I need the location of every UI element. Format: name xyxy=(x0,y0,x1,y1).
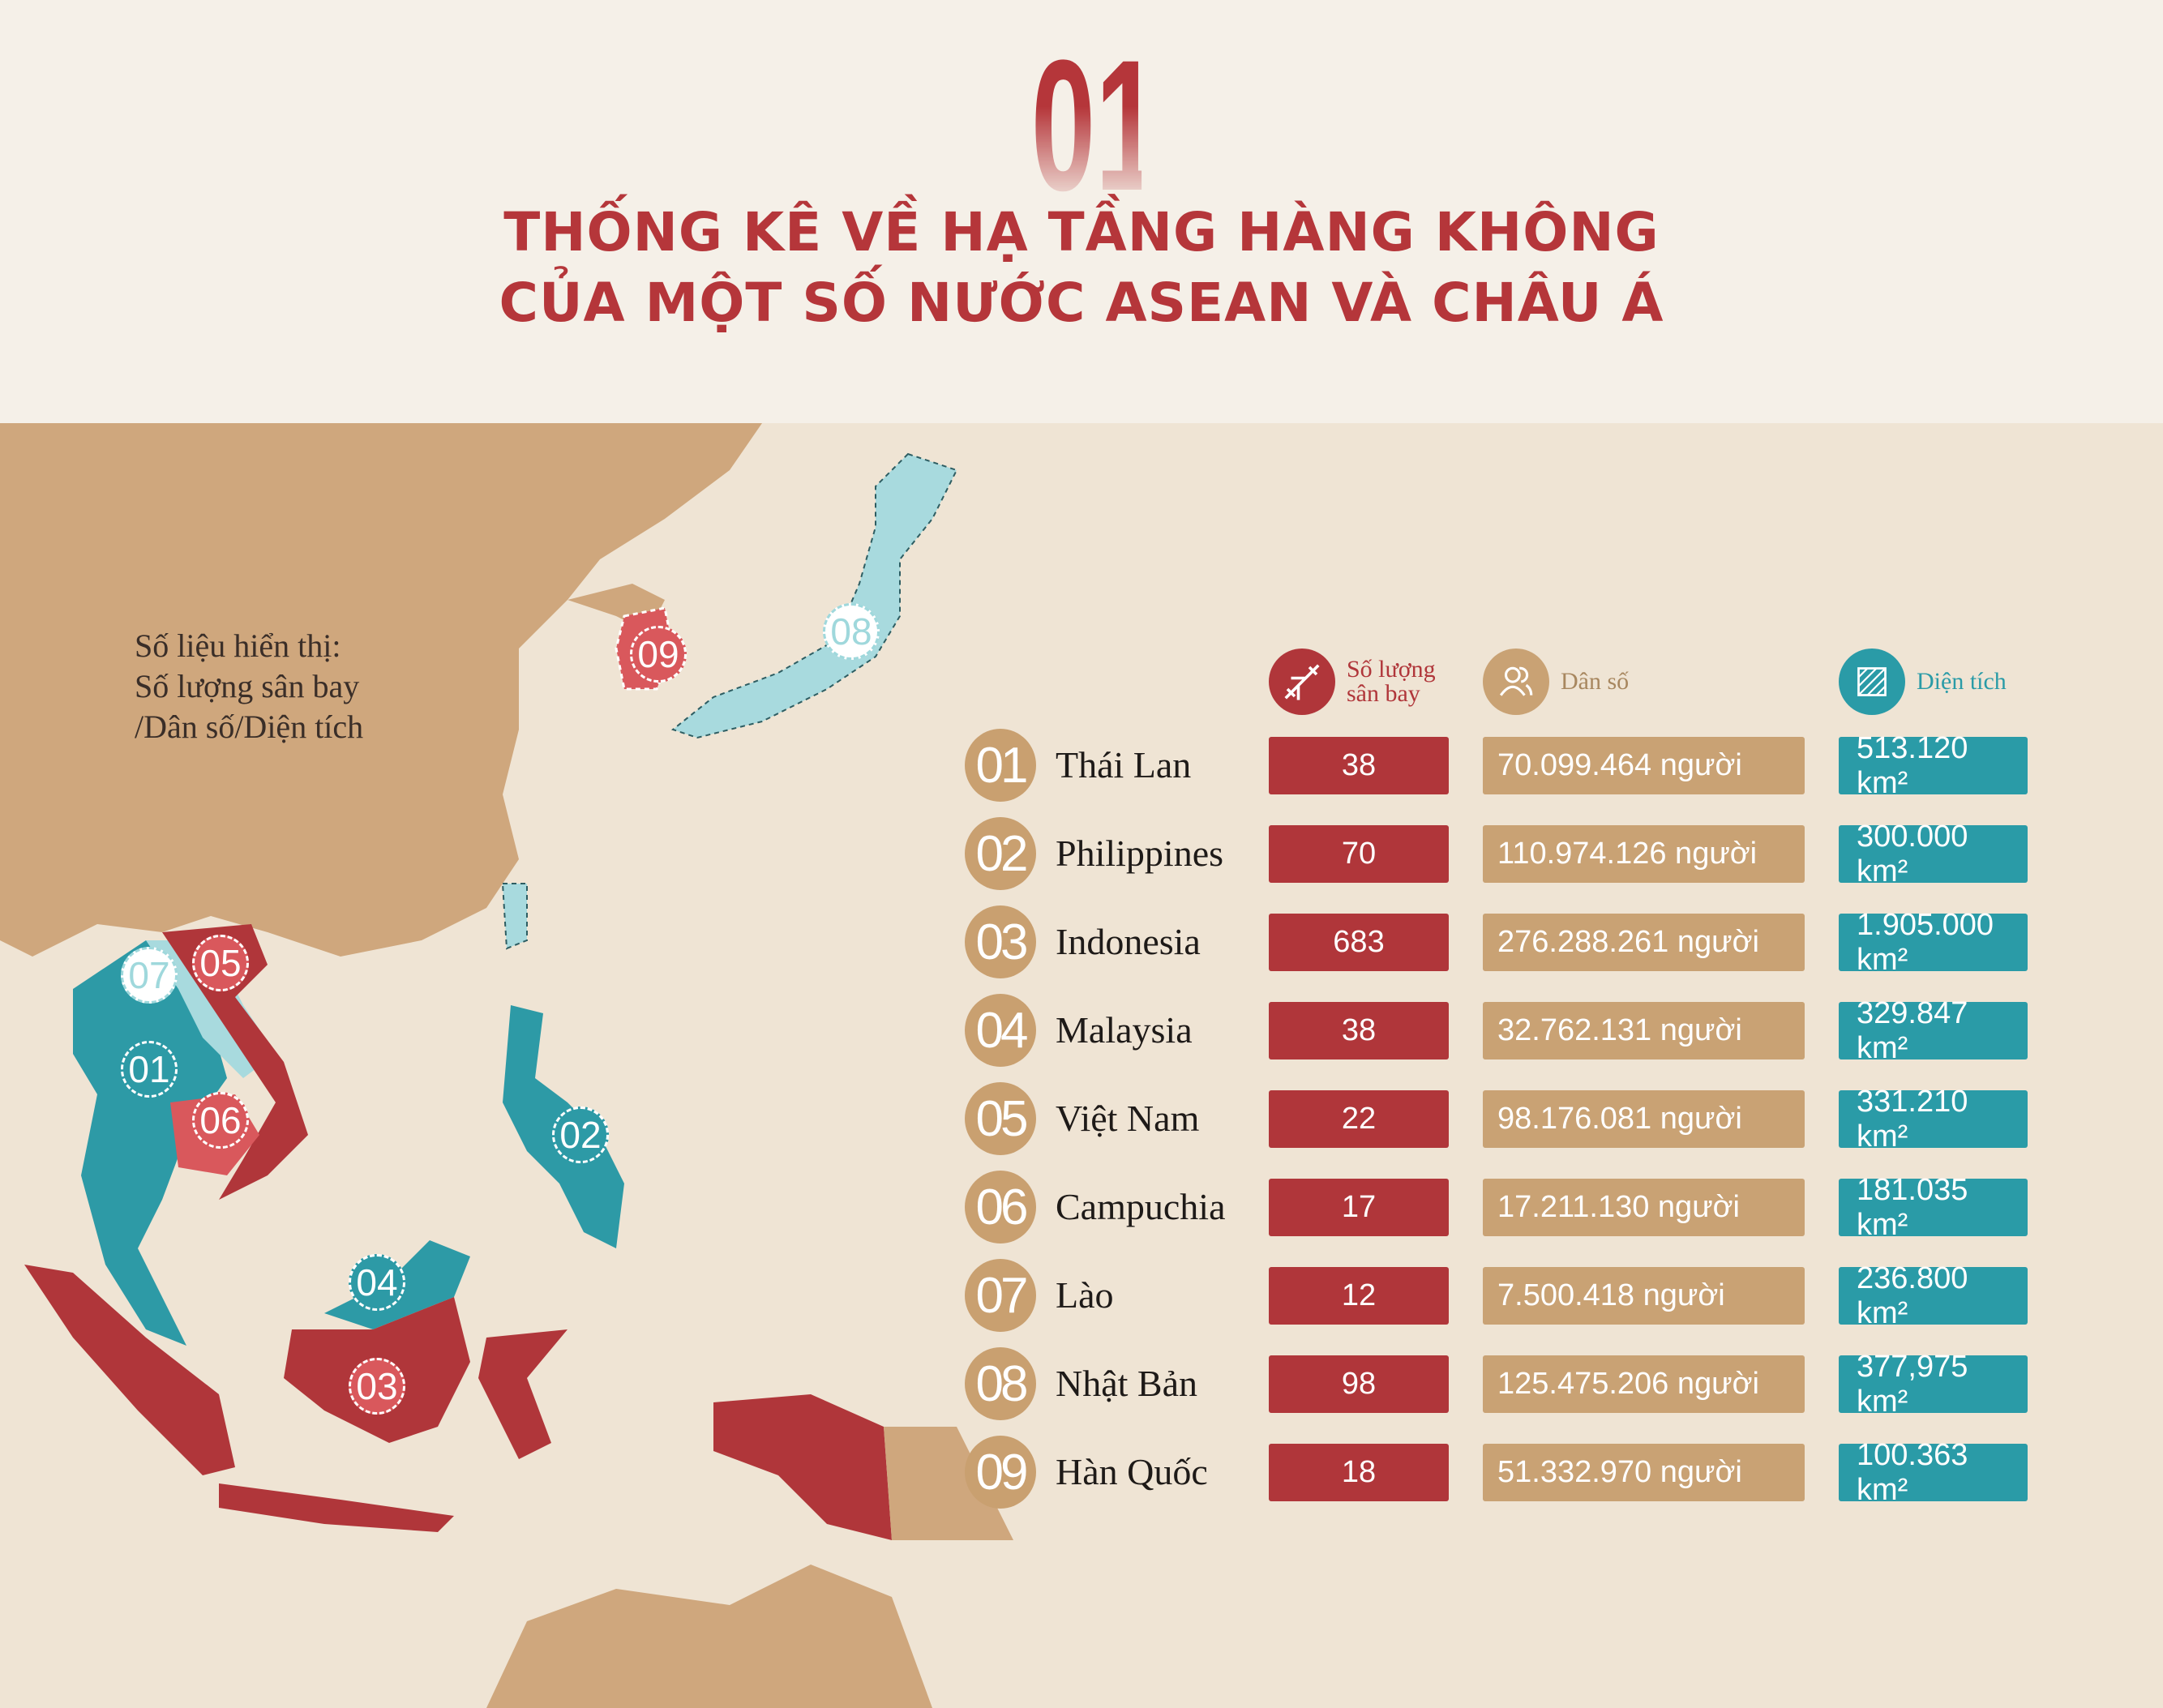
table-row: 01 Thái Lan 38 70.099.464 người 513.120 … xyxy=(965,729,2035,802)
population-value: 51.332.970 người xyxy=(1483,1444,1805,1501)
legend-line-3: /Dân số/Diện tích xyxy=(135,708,364,745)
papua-shape xyxy=(713,1394,892,1540)
country-name: Philippines xyxy=(1056,833,1224,874)
area-value: 236.800 km² xyxy=(1839,1261,2028,1330)
people-icon xyxy=(1483,649,1549,715)
map-marker-laos: 07 xyxy=(121,947,178,1004)
australia-landmass xyxy=(486,1565,932,1708)
country-name: Malaysia xyxy=(1056,1009,1193,1051)
airports-count: 38 xyxy=(1269,1002,1449,1059)
population-value: 276.288.261 người xyxy=(1483,914,1805,971)
png-landmass xyxy=(884,1427,1013,1540)
airports-header-line-1: Số lượng xyxy=(1347,656,1436,683)
country-name: Nhật Bản xyxy=(1056,1363,1198,1404)
table-row: 05 Việt Nam 22 98.176.081 người 331.210 … xyxy=(965,1082,2035,1155)
area-value: 513.120 km² xyxy=(1839,731,2028,800)
row-number-badge: 04 xyxy=(965,994,1036,1067)
section-number: 01 xyxy=(1030,21,1160,229)
country-name: Thái Lan xyxy=(1056,744,1192,786)
table-row: 08 Nhật Bản 98 125.475.206 người 377,975… xyxy=(965,1347,2035,1420)
japan-shape xyxy=(670,452,958,739)
airports-count: 70 xyxy=(1269,825,1449,883)
map-marker-vietnam: 05 xyxy=(192,935,249,991)
population-value: 98.176.081 người xyxy=(1483,1090,1805,1148)
country-name: Việt Nam xyxy=(1056,1098,1200,1139)
header: 01 THỐNG KÊ VỀ HẠ TẦNG HÀNG KHÔNG CỦA MỘ… xyxy=(0,0,2163,423)
population-value: 7.500.418 người xyxy=(1483,1267,1805,1325)
country-name: Indonesia xyxy=(1056,921,1201,962)
airports-header-line-2: sân bay xyxy=(1347,680,1420,707)
airports-count: 38 xyxy=(1269,737,1449,794)
map-marker-indonesia: 03 xyxy=(349,1358,405,1415)
vietnam-shape xyxy=(162,924,308,1200)
legend-line-1: Số liệu hiển thị: xyxy=(135,627,341,664)
table-row: 07 Lào 12 7.500.418 người 236.800 km² xyxy=(965,1259,2035,1332)
map-legend: Số liệu hiển thị: Số lượng sân bay /Dân … xyxy=(135,626,363,747)
population-value: 32.762.131 người xyxy=(1483,1002,1805,1059)
map-marker-philippines: 02 xyxy=(552,1107,609,1163)
area-value: 331.210 km² xyxy=(1839,1085,2028,1154)
row-number-badge: 07 xyxy=(965,1259,1036,1332)
map-marker-korea: 09 xyxy=(630,626,687,683)
area-value: 329.847 km² xyxy=(1839,996,2028,1065)
title-line-1: THỐNG KÊ VỀ HẠ TẦNG HÀNG KHÔNG xyxy=(503,201,1660,263)
population-value: 17.211.130 người xyxy=(1483,1179,1805,1236)
population-value: 110.974.126 người xyxy=(1483,825,1805,883)
row-number-badge: 08 xyxy=(965,1347,1036,1420)
thailand-shape xyxy=(73,940,227,1346)
airplane-icon xyxy=(1269,649,1335,715)
area-value: 1.905.000 km² xyxy=(1839,908,2028,977)
column-header-population: Dân số xyxy=(1483,649,1629,715)
sumatra-shape xyxy=(24,1265,235,1475)
legend-line-2: Số lượng sân bay xyxy=(135,668,360,704)
country-name: Hàn Quốc xyxy=(1056,1451,1208,1492)
area-value: 100.363 km² xyxy=(1839,1438,2028,1507)
map-marker-malaysia: 04 xyxy=(349,1254,405,1311)
population-header-label: Dân số xyxy=(1561,668,1630,695)
table-row: 04 Malaysia 38 32.762.131 người 329.847 … xyxy=(965,994,2035,1067)
row-number-badge: 01 xyxy=(965,729,1036,802)
column-header-airports: Số lượng sân bay xyxy=(1269,649,1436,715)
airports-count: 98 xyxy=(1269,1355,1449,1413)
airports-count: 22 xyxy=(1269,1090,1449,1148)
row-number-badge: 03 xyxy=(965,905,1036,978)
taiwan-shape xyxy=(501,883,528,950)
airports-count: 12 xyxy=(1269,1267,1449,1325)
area-value: 181.035 km² xyxy=(1839,1173,2028,1242)
china-landmass xyxy=(0,423,762,957)
table-row: 02 Philippines 70 110.974.126 người 300.… xyxy=(965,817,2035,890)
map-marker-cambodia: 06 xyxy=(192,1092,249,1149)
country-name: Lào xyxy=(1056,1274,1114,1316)
population-value: 125.475.206 người xyxy=(1483,1355,1805,1413)
row-number-badge: 02 xyxy=(965,817,1036,890)
table-row: 06 Campuchia 17 17.211.130 người 181.035… xyxy=(965,1171,2035,1244)
airports-count: 17 xyxy=(1269,1179,1449,1236)
population-value: 70.099.464 người xyxy=(1483,737,1805,794)
table-row: 03 Indonesia 683 276.288.261 người 1.905… xyxy=(965,905,2035,978)
row-number-badge: 06 xyxy=(965,1171,1036,1244)
area-header-label: Diện tích xyxy=(1917,668,2007,695)
java-shape xyxy=(219,1483,454,1532)
table-row: 09 Hàn Quốc 18 51.332.970 người 100.363 … xyxy=(965,1436,2035,1509)
airports-count: 683 xyxy=(1269,914,1449,971)
title-line-2: CỦA MỘT SỐ NƯỚC ASEAN VÀ CHÂU Á xyxy=(499,272,1664,334)
airports-count: 18 xyxy=(1269,1444,1449,1501)
row-number-badge: 05 xyxy=(965,1082,1036,1155)
area-value: 377,975 km² xyxy=(1839,1350,2028,1419)
map-marker-thailand: 01 xyxy=(121,1041,178,1098)
column-header-area: Diện tích xyxy=(1839,649,2007,715)
sulawesi-shape xyxy=(478,1329,568,1459)
hatched-square-icon xyxy=(1839,649,1905,715)
map-marker-japan: 08 xyxy=(823,603,880,660)
country-name: Campuchia xyxy=(1056,1186,1226,1227)
row-number-badge: 09 xyxy=(965,1436,1036,1509)
area-value: 300.000 km² xyxy=(1839,820,2028,888)
